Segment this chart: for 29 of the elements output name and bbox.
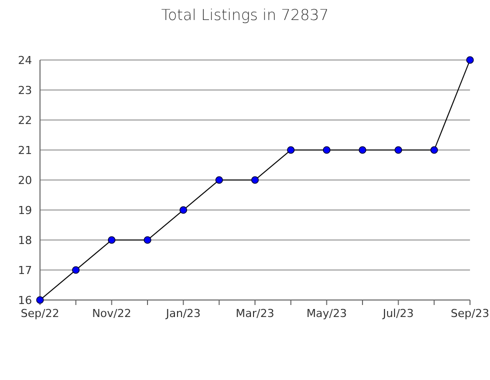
chart-title: Total Listings in 72837 bbox=[161, 6, 329, 24]
point bbox=[72, 266, 80, 274]
point bbox=[466, 56, 474, 64]
point bbox=[180, 206, 188, 214]
y-tick-label: 22 bbox=[18, 114, 32, 127]
y-tick-label: 23 bbox=[18, 84, 32, 97]
point bbox=[394, 146, 402, 154]
y-tick-label: 19 bbox=[18, 204, 32, 217]
x-tick-label: Jan/23 bbox=[164, 307, 201, 320]
point bbox=[358, 146, 366, 154]
point bbox=[108, 236, 116, 244]
point bbox=[251, 176, 259, 184]
point bbox=[287, 146, 295, 154]
y-tick-label: 20 bbox=[18, 174, 32, 187]
x-tick-label: Nov/22 bbox=[92, 307, 132, 320]
y-tick-label: 24 bbox=[18, 54, 32, 67]
y-tick-label: 17 bbox=[18, 264, 32, 277]
point bbox=[322, 146, 330, 154]
x-tick-label: Sep/23 bbox=[450, 307, 490, 320]
point bbox=[430, 146, 438, 154]
y-tick-label: 21 bbox=[18, 144, 32, 157]
x-tick-label: Sep/22 bbox=[20, 307, 60, 320]
x-tick-label: Jul/23 bbox=[382, 307, 414, 320]
y-tick-label: 18 bbox=[18, 234, 32, 247]
x-tick-label: May/23 bbox=[306, 307, 347, 320]
y-tick-label: 16 bbox=[18, 294, 32, 307]
point bbox=[215, 176, 223, 184]
point bbox=[144, 236, 152, 244]
x-tick-label: Mar/23 bbox=[236, 307, 274, 320]
